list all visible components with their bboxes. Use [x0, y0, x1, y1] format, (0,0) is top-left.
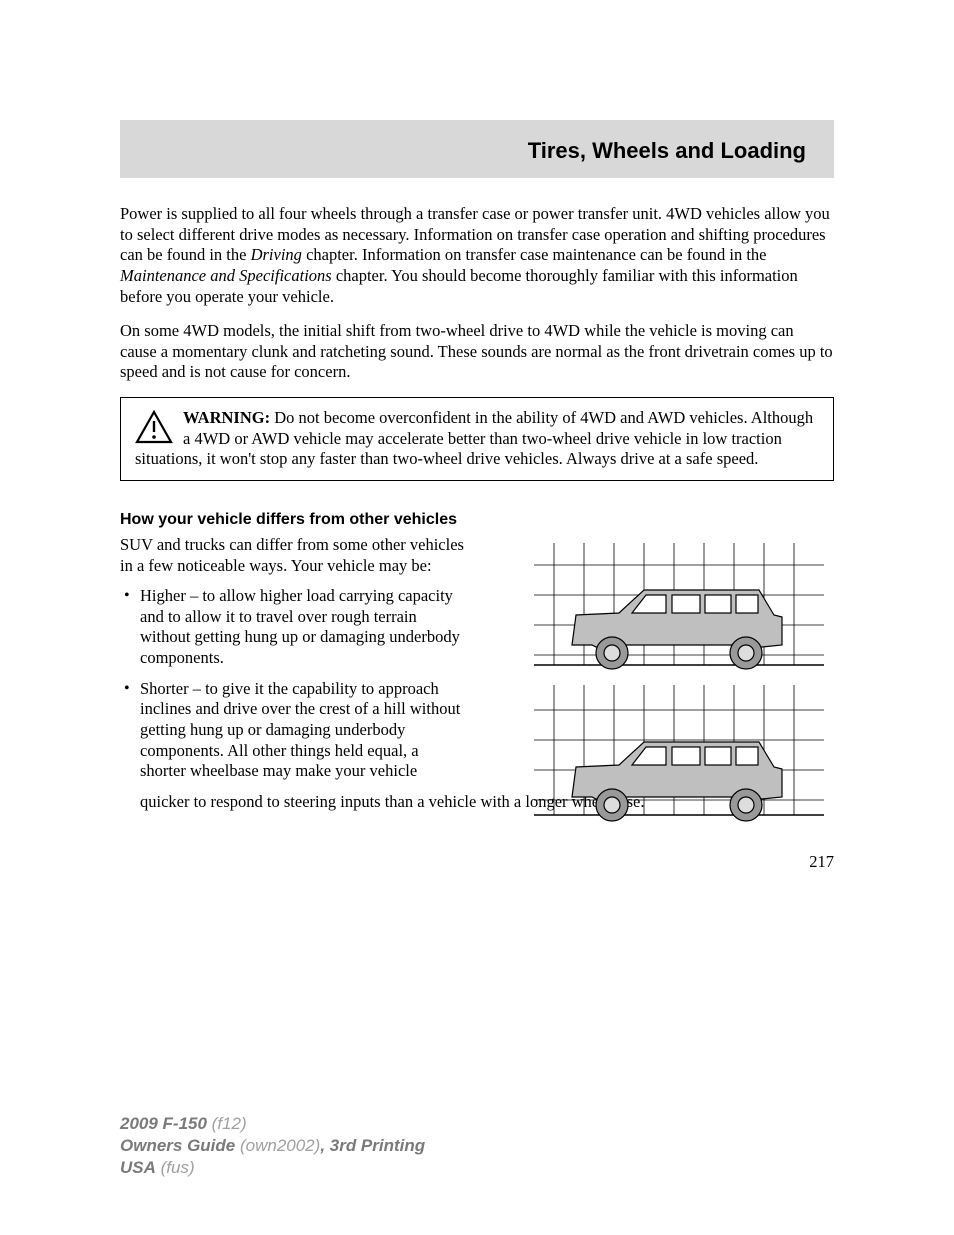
footer-line-2: Owners Guide (own2002), 3rd Printing [120, 1135, 425, 1157]
footer-printing: , 3rd Printing [320, 1136, 425, 1155]
paragraph-1: Power is supplied to all four wheels thr… [120, 204, 834, 307]
footer-code-1: (f12) [207, 1114, 247, 1133]
chapter-title: Tires, Wheels and Loading [528, 138, 806, 163]
vehicle-comparison-figure [524, 535, 844, 830]
section-text-column: SUV and trucks can differ from some othe… [120, 535, 465, 782]
footer-region: USA [120, 1158, 156, 1177]
warning-label: WARNING: [183, 408, 270, 427]
footer-line-3: USA (fus) [120, 1157, 425, 1179]
p1-em-driving: Driving [251, 245, 302, 264]
footer-code-2: (own2002) [235, 1136, 320, 1155]
bullet-list: Higher – to allow higher load carrying c… [120, 586, 465, 782]
page: Tires, Wheels and Loading Power is suppl… [0, 0, 954, 1235]
list-item: Shorter – to give it the capability to a… [120, 679, 465, 782]
footer-block: 2009 F-150 (f12) Owners Guide (own2002),… [120, 1113, 425, 1179]
warning-text: WARNING: Do not become overconfident in … [135, 408, 813, 468]
page-number: 217 [120, 852, 834, 872]
section-intro: SUV and trucks can differ from some othe… [120, 535, 465, 576]
header-band: Tires, Wheels and Loading [120, 120, 834, 178]
footer-model: 2009 F-150 [120, 1114, 207, 1133]
warning-triangle-icon [135, 410, 173, 449]
section-heading: How your vehicle differs from other vehi… [120, 511, 834, 529]
p1-em-maint: Maintenance and Specifications [120, 266, 332, 285]
warning-box: WARNING: Do not become overconfident in … [120, 397, 834, 481]
footer-guide: Owners Guide [120, 1136, 235, 1155]
footer-line-1: 2009 F-150 (f12) [120, 1113, 425, 1135]
p1-text-b: chapter. Information on transfer case ma… [302, 245, 767, 264]
footer-code-3: (fus) [156, 1158, 195, 1177]
paragraph-2: On some 4WD models, the initial shift fr… [120, 321, 834, 383]
list-item: Higher – to allow higher load carrying c… [120, 586, 465, 669]
two-column-block: SUV and trucks can differ from some othe… [120, 535, 834, 782]
